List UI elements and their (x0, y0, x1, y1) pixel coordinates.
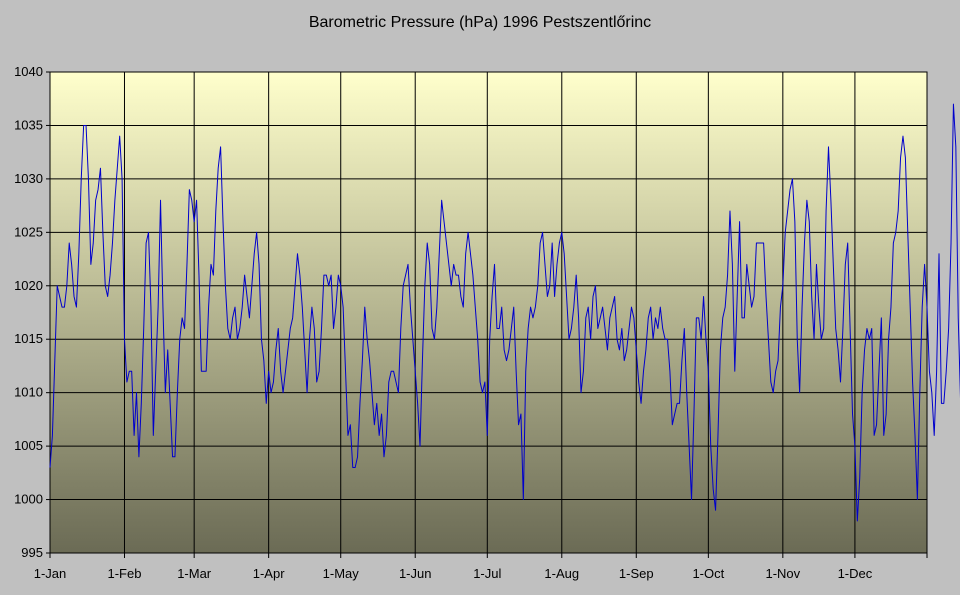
x-tick-label: 1-Sep (619, 566, 654, 581)
plot-area (50, 72, 927, 553)
x-tick-label: 1-Apr (253, 566, 285, 581)
x-tick-label: 1-May (323, 566, 360, 581)
x-tick-label: 1-Jan (34, 566, 67, 581)
series-line (49, 103, 960, 522)
x-tick-label: 1-Jul (473, 566, 501, 581)
x-tick-label: 1-Oct (692, 566, 724, 581)
y-tick-label: 1000 (14, 492, 43, 507)
y-tick-label: 1040 (14, 64, 43, 79)
y-tick-label: 1010 (14, 385, 43, 400)
y-tick-label: 995 (21, 545, 43, 560)
chart-title: Barometric Pressure (hPa) 1996 Pestszent… (308, 14, 652, 31)
x-tick-label: 1-Aug (544, 566, 579, 581)
x-tick-label: 1-Jun (399, 566, 432, 581)
y-tick-label: 1020 (14, 278, 43, 293)
x-tick-label: 1-Feb (108, 566, 142, 581)
x-tick-label: 1-Dec (838, 566, 873, 581)
y-tick-label: 1030 (14, 171, 43, 186)
series-layer (49, 103, 960, 522)
y-tick-label: 1025 (14, 224, 43, 239)
x-tick-label: 1-Mar (177, 566, 212, 581)
y-tick-label: 1035 (14, 117, 43, 132)
y-tick-label: 1005 (14, 438, 43, 453)
x-tick-label: 1-Nov (765, 566, 800, 581)
y-tick-label: 1015 (14, 331, 43, 346)
